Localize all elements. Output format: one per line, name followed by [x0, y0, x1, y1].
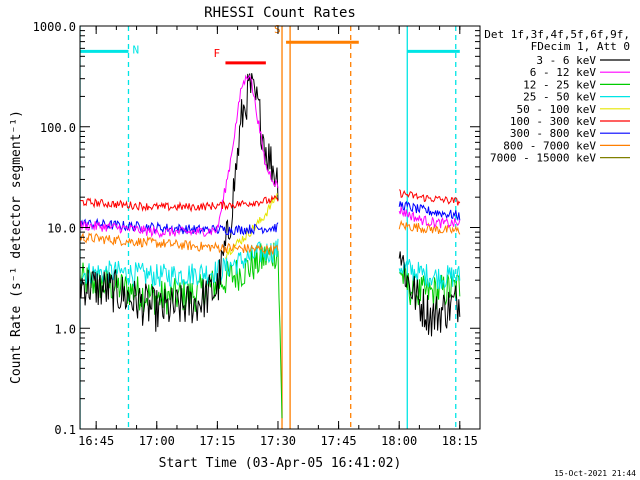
x-tick-label-6: 18:15 [442, 434, 478, 448]
y-tick-label-1: 1.0 [54, 322, 76, 336]
series-line-4-seg-1 [80, 238, 279, 288]
flag-label-S: S [274, 23, 281, 36]
series-line-1-seg-1 [80, 73, 279, 332]
legend-entry-9: 7000 - 15000 keV [490, 152, 596, 165]
y-tick-label-0: 0.1 [54, 423, 76, 437]
y-tick-label-4: 1000.0 [33, 20, 76, 34]
y-axis-label: Count Rate (s⁻¹ detector segment⁻¹) [9, 110, 24, 384]
series-line-8-seg-2 [398, 219, 461, 235]
x-tick-label-5: 18:00 [381, 434, 417, 448]
series-line-7-seg-1 [80, 217, 279, 236]
legend-entry-6: 100 - 300 keV [510, 115, 596, 128]
legend-entry-7: 300 - 800 keV [510, 127, 596, 140]
series-line-7-seg-2 [398, 200, 461, 222]
x-tick-label-0: 16:45 [78, 434, 114, 448]
y-tick-label-3: 100.0 [40, 121, 76, 135]
plot-area: N F S [80, 23, 461, 429]
series-line-4-seg-2 [398, 258, 461, 290]
x-tick-label-2: 17:15 [199, 434, 235, 448]
legend-entry-1: 3 - 6 keV [536, 54, 596, 67]
series-line-6-seg-2 [398, 189, 461, 206]
flag-label-N: N [132, 43, 139, 56]
legend-entry-4: 25 - 50 keV [523, 91, 596, 104]
series-line-1-seg-2 [398, 251, 461, 337]
series-line-6-seg-1 [80, 194, 279, 213]
x-tick-label-4: 17:45 [321, 434, 357, 448]
series-line-8-seg-1 [80, 232, 279, 257]
x-axis: 16:45 17:00 17:15 17:30 17:45 18:00 18:15 [78, 26, 481, 448]
x-tick-label-3: 17:30 [260, 434, 296, 448]
timestamp-footer: 15-Oct-2021 21:44 [554, 469, 636, 478]
legend: Det 1f,3f,4f,5f,6f,9f,FDecim 1, Att 03 -… [484, 28, 630, 165]
y-axis: 0.1 1.0 10.0 100.0 1000.0 [33, 20, 480, 437]
series-line-3-seg-1 [80, 242, 283, 419]
legend-entry-2: 6 - 12 keV [530, 66, 597, 79]
legend-header-1: Det 1f,3f,4f,5f,6f,9f, [484, 28, 630, 41]
flag-label-F: F [213, 47, 220, 60]
legend-entry-5: 50 - 100 keV [517, 103, 597, 116]
x-axis-label: Start Time (03-Apr-05 16:41:02) [159, 456, 402, 471]
series-line-2-seg-2 [398, 206, 461, 229]
legend-entry-3: 12 - 25 keV [523, 78, 596, 91]
x-tick-label-1: 17:00 [139, 434, 175, 448]
legend-entry-8: 800 - 7000 keV [503, 139, 596, 152]
legend-header-2: FDecim 1, Att 0 [531, 40, 630, 53]
chart-title: RHESSI Count Rates [204, 5, 356, 21]
y-tick-label-2: 10.0 [47, 222, 76, 236]
series-line-2-seg-1 [80, 74, 279, 239]
